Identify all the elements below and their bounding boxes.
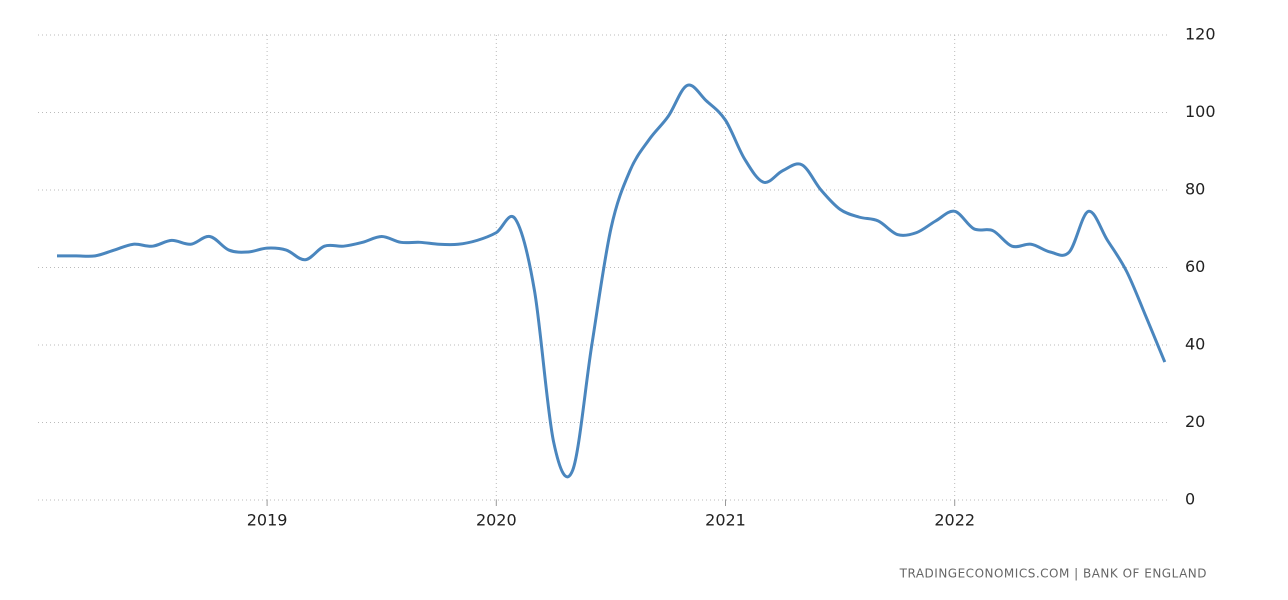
source: TRADINGECONOMICS.COM | BANK OF ENGLAND (899, 567, 1207, 581)
x-tick-label: 2020 (476, 511, 517, 530)
x-tick-label: 2021 (705, 511, 746, 530)
y-tick-label: 60 (1185, 257, 1205, 276)
y-tick-label: 80 (1185, 180, 1205, 199)
y-tick-label: 20 (1185, 412, 1205, 431)
y-tick-label: 100 (1185, 102, 1216, 121)
y-tick-label: 0 (1185, 490, 1195, 509)
x-tick-label: 2022 (934, 511, 975, 530)
y-tick-label: 40 (1185, 335, 1205, 354)
x-tick-label: 2019 (247, 511, 288, 530)
data-line (57, 83, 1167, 479)
y-tick-label: 120 (1185, 25, 1216, 44)
